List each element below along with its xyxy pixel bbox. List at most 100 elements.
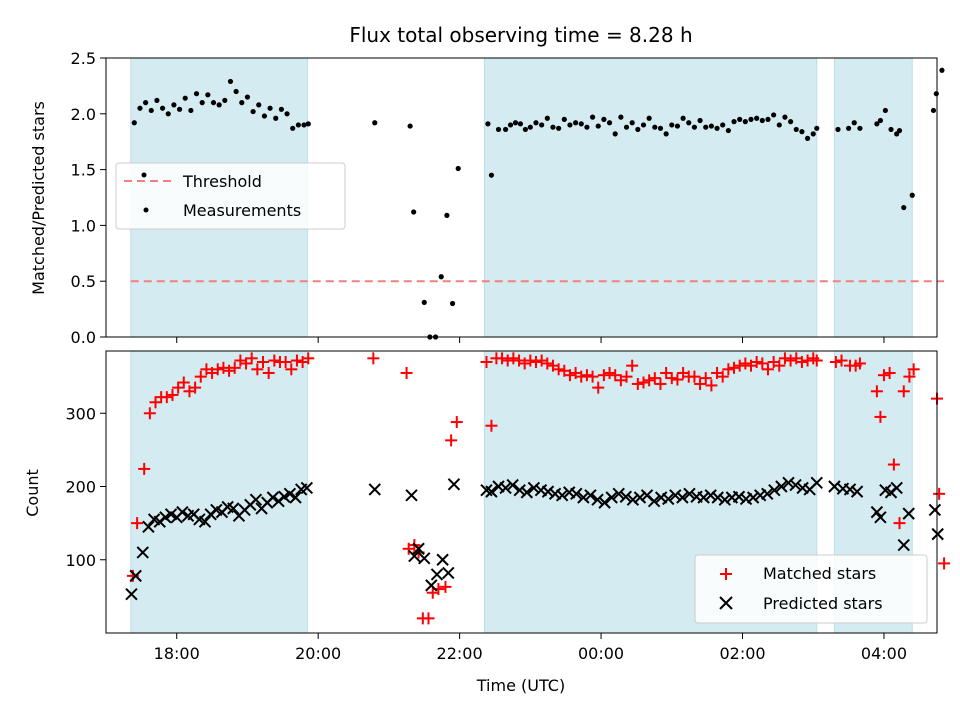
- measurement-point: [216, 102, 222, 108]
- matched-star-point: [877, 369, 890, 382]
- matched-star-point: [279, 355, 292, 368]
- measurement-point: [495, 126, 502, 133]
- predicted-star-point: [129, 569, 142, 583]
- measurement-point: [714, 125, 720, 131]
- predicted-star-point: [136, 546, 149, 559]
- matched-star-point: [883, 366, 896, 379]
- y-tick-label: 0.0: [71, 328, 96, 347]
- measurement-point: [193, 91, 200, 97]
- measurement-point: [290, 125, 296, 131]
- measurement-point: [295, 122, 301, 128]
- measurement-point: [188, 107, 194, 114]
- predicted-star-point: [408, 549, 421, 563]
- measurement-point: [550, 124, 556, 130]
- measurement-point: [804, 135, 811, 141]
- predicted-star-point: [928, 503, 942, 517]
- matched-star-point: [654, 377, 667, 390]
- matched-star-point: [592, 381, 605, 394]
- predicted-star-point: [418, 552, 431, 565]
- measurement-point: [788, 119, 794, 125]
- predicted-star-point: [591, 493, 604, 506]
- predicted-star-point: [718, 493, 732, 506]
- predicted-star-point: [746, 491, 760, 504]
- bottom-y-axis-label: Count: [23, 469, 42, 517]
- measurement-point: [691, 124, 698, 130]
- measurement-point: [618, 114, 624, 120]
- measurement-point: [703, 124, 709, 130]
- matched-star-point: [496, 352, 509, 365]
- x-tick-label: 04:00: [861, 644, 907, 663]
- matched-star-point: [445, 434, 458, 447]
- matched-star-point: [268, 354, 281, 367]
- measurement-point: [877, 117, 884, 124]
- measurement-point: [239, 100, 245, 106]
- top-y-axis-ticks: 0.0 0.5 1.0 1.5 2.0 2.5: [71, 49, 106, 347]
- matched-star-point: [575, 370, 588, 383]
- predicted-star-point: [570, 487, 583, 501]
- measurement-point: [250, 108, 256, 115]
- measurement-point: [176, 106, 183, 112]
- top-panel: 0.0 0.5 1.0 1.5 2.0 2.5 Matched/Predicted sta…: [29, 49, 945, 347]
- bottom-legend: Matched stars Predicted stars: [694, 554, 928, 624]
- matched-star-point: [194, 370, 207, 383]
- matched-star-point: [552, 363, 565, 376]
- x-tick-label: 00:00: [578, 644, 624, 663]
- measurement-point: [222, 97, 228, 104]
- matched-star-point: [228, 361, 241, 374]
- measurement-point: [793, 126, 799, 133]
- measurement-point: [748, 116, 754, 122]
- measurement-point: [131, 120, 137, 126]
- predicted-star-point: [931, 527, 944, 541]
- predicted-star-point: [436, 553, 449, 566]
- predicted-star-point: [619, 490, 633, 503]
- predicted-star-point: [897, 538, 910, 552]
- observing-window: [130, 350, 309, 634]
- y-tick-label: 1.0: [71, 216, 96, 235]
- measurement-point: [517, 121, 524, 127]
- matched-star-point: [177, 376, 190, 389]
- measurement-point: [512, 120, 519, 126]
- y-tick-label: 0.5: [71, 272, 96, 291]
- measurement-point: [939, 67, 945, 73]
- matched-star-point: [367, 352, 380, 365]
- predicted-star-point: [789, 478, 802, 492]
- predicted-star-point: [289, 491, 302, 504]
- matched-star-point: [903, 370, 916, 383]
- x-tick-label: 20:00: [295, 644, 341, 663]
- measurement-point: [261, 113, 268, 119]
- predicted-star-point: [442, 566, 455, 580]
- observing-window: [833, 57, 913, 338]
- measurement-point: [444, 212, 450, 218]
- measurement-point: [874, 121, 880, 127]
- predicted-star-point: [850, 485, 864, 498]
- matched-star-point: [257, 355, 270, 368]
- matched-star-point: [302, 352, 315, 365]
- measurement-point: [754, 115, 760, 121]
- predicted-star-point: [485, 485, 498, 498]
- predicted-star-point: [676, 491, 689, 504]
- predicted-star-point: [527, 481, 541, 495]
- matched-star-point: [887, 458, 900, 471]
- measurement-point: [759, 117, 765, 124]
- matched-star-point: [485, 419, 498, 432]
- bottom-y-axis-ticks: 100 200 300: [65, 404, 106, 570]
- measurement-point: [814, 125, 820, 131]
- measurement-point: [411, 209, 417, 215]
- measurement-point: [578, 121, 584, 127]
- matched-star-point: [262, 366, 275, 379]
- measurement-point: [205, 92, 211, 98]
- legend-measurements-marker: [143, 207, 149, 213]
- measurement-point: [407, 123, 413, 129]
- measurement-point: [623, 124, 630, 130]
- matched-star-point: [149, 396, 162, 409]
- predicted-star-point: [902, 507, 915, 520]
- predicted-star-point: [430, 568, 444, 581]
- predicted-star-point: [555, 489, 569, 502]
- matched-star-point: [626, 359, 639, 372]
- y-tick-label: 2.5: [71, 49, 96, 68]
- predicted-star-point: [626, 493, 640, 506]
- measurement-point: [421, 299, 427, 306]
- predicted-star-point: [810, 476, 823, 490]
- matched-star-point: [660, 366, 673, 379]
